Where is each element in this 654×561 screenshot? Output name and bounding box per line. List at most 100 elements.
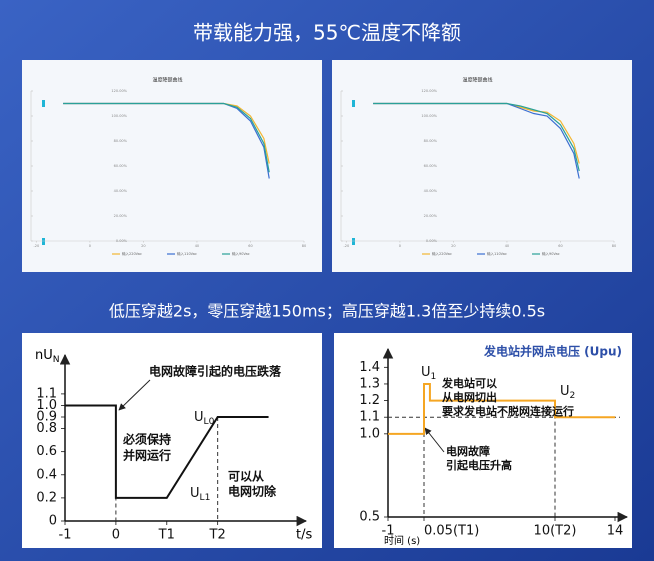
y-tick-label: 0.00% bbox=[426, 239, 438, 243]
y-tick-label: 0 bbox=[49, 514, 57, 529]
annotation: 要求发电站不脱网连接运行 bbox=[442, 404, 574, 418]
y-tick-label: 0.9 bbox=[36, 410, 57, 425]
x-tick-label: 20 bbox=[451, 244, 455, 248]
annotation: 引起电压升高 bbox=[446, 458, 512, 472]
panel bbox=[332, 60, 632, 272]
legend-label: 输入110Vac bbox=[177, 251, 197, 256]
x-tick-label: 10(T2) bbox=[534, 524, 577, 539]
y-tick-label: 1.3 bbox=[359, 376, 380, 391]
label: U1 bbox=[421, 365, 436, 382]
label: U2 bbox=[560, 384, 575, 401]
decor bbox=[42, 238, 45, 245]
label-main: U bbox=[190, 486, 200, 501]
y-tick-label: 100.00% bbox=[111, 114, 127, 118]
chart-title: 温度降额曲线 bbox=[152, 77, 182, 84]
annotation: 从电网切出 bbox=[442, 390, 497, 404]
y-tick-label: 0.6 bbox=[36, 444, 57, 459]
decor bbox=[352, 100, 355, 107]
section-title: 低压穿越2s，零压穿越150ms；高压穿越1.3倍至少持续0.5s bbox=[109, 302, 545, 321]
label-sub: N bbox=[53, 354, 60, 364]
label-main: nU bbox=[35, 348, 53, 363]
chart-title: 发电站并网点电压 (Upu) bbox=[483, 344, 622, 359]
label-sub: 1 bbox=[431, 371, 437, 381]
panel bbox=[334, 333, 632, 548]
legend-label: 输入90Vac bbox=[542, 251, 560, 256]
y-tick-label: 100.00% bbox=[421, 114, 437, 118]
y-tick-label: 0.5 bbox=[359, 510, 380, 525]
y-tick-label: 40.00% bbox=[424, 189, 438, 193]
label: UL0 bbox=[194, 410, 215, 427]
x-tick-label: 60 bbox=[558, 244, 562, 248]
x-tick-label: -1 bbox=[59, 528, 72, 543]
x-axis-label: 时间 (s) bbox=[384, 534, 420, 547]
annotation: 并网运行 bbox=[123, 448, 171, 463]
x-tick-label: 80 bbox=[302, 244, 306, 248]
label-main: U bbox=[421, 365, 431, 380]
label: nUN bbox=[35, 348, 60, 365]
label-main: U bbox=[194, 410, 204, 425]
y-tick-label: 0.00% bbox=[116, 239, 128, 243]
y-tick-label: 80.00% bbox=[114, 139, 128, 143]
legend-label: 输入90Vac bbox=[232, 251, 250, 256]
x-tick-label: 40 bbox=[505, 244, 509, 248]
panel bbox=[22, 333, 322, 548]
y-tick-label: 1.4 bbox=[359, 360, 380, 375]
decor bbox=[42, 100, 45, 107]
label-main: U bbox=[560, 384, 570, 399]
line bbox=[65, 404, 269, 499]
label-sub: 2 bbox=[570, 390, 576, 400]
annotation: 发电站可以 bbox=[441, 376, 497, 390]
y-tick-label: 120.00% bbox=[421, 89, 437, 93]
x-tick-label: 0 bbox=[112, 528, 120, 543]
x-tick-label: 0 bbox=[89, 244, 91, 248]
y-tick-label: 40.00% bbox=[114, 189, 128, 193]
legend-label: 输入220Vac bbox=[432, 251, 452, 256]
y-tick-label: 60.00% bbox=[424, 164, 438, 168]
annotation: 电网切除 bbox=[228, 484, 277, 499]
x-tick-label: -20 bbox=[33, 244, 39, 248]
decor bbox=[352, 238, 355, 245]
y-tick-label: 120.00% bbox=[111, 89, 127, 93]
x-tick-label: -1 bbox=[382, 524, 395, 539]
x-tick-label: 20 bbox=[141, 244, 145, 248]
line bbox=[388, 382, 615, 435]
y-tick-label: 1.0 bbox=[36, 398, 57, 413]
y-tick-label: 0.4 bbox=[36, 467, 57, 482]
x-tick-label: 80 bbox=[612, 244, 616, 248]
page-title: 带载能力强，55℃温度不降额 bbox=[193, 21, 461, 45]
panel bbox=[22, 60, 322, 272]
x-tick-label: 40 bbox=[195, 244, 199, 248]
y-tick-label: 20.00% bbox=[114, 214, 128, 218]
y-tick-label: 20.00% bbox=[424, 214, 438, 218]
x-tick-label: T1 bbox=[158, 528, 175, 543]
label-sub: L1 bbox=[200, 492, 211, 502]
legend-label: 输入110Vac bbox=[487, 251, 507, 256]
x-tick-label: -20 bbox=[343, 244, 349, 248]
x-tick-label: 0.05(T1) bbox=[424, 524, 479, 539]
line bbox=[63, 102, 270, 173]
y-tick-label: 1.1 bbox=[359, 410, 380, 425]
label: UL1 bbox=[190, 486, 210, 503]
y-tick-label: 0.8 bbox=[36, 421, 57, 436]
chart-title: 温度降额曲线 bbox=[462, 77, 492, 84]
annotation: 电网故障引起的电压跌落 bbox=[149, 364, 282, 379]
x-tick-label: 14 bbox=[607, 524, 624, 539]
x-axis-label: t/s bbox=[296, 528, 312, 543]
annotation: 电网故障 bbox=[446, 444, 490, 458]
y-tick-label: 60.00% bbox=[114, 164, 128, 168]
x-tick-label: 60 bbox=[248, 244, 252, 248]
line bbox=[373, 102, 580, 172]
annotation: 可以从 bbox=[228, 470, 264, 484]
y-tick-label: 1.2 bbox=[359, 393, 380, 408]
arrow bbox=[424, 427, 445, 453]
x-tick-label: 0 bbox=[399, 244, 401, 248]
y-tick-label: 80.00% bbox=[424, 139, 438, 143]
legend-label: 输入220Vac bbox=[122, 251, 142, 256]
annotation: 必须保持 bbox=[122, 432, 171, 447]
arrow bbox=[118, 379, 151, 411]
label-sub: L0 bbox=[204, 416, 215, 426]
x-tick-label: T2 bbox=[209, 528, 226, 543]
y-tick-label: 1.0 bbox=[359, 426, 380, 441]
